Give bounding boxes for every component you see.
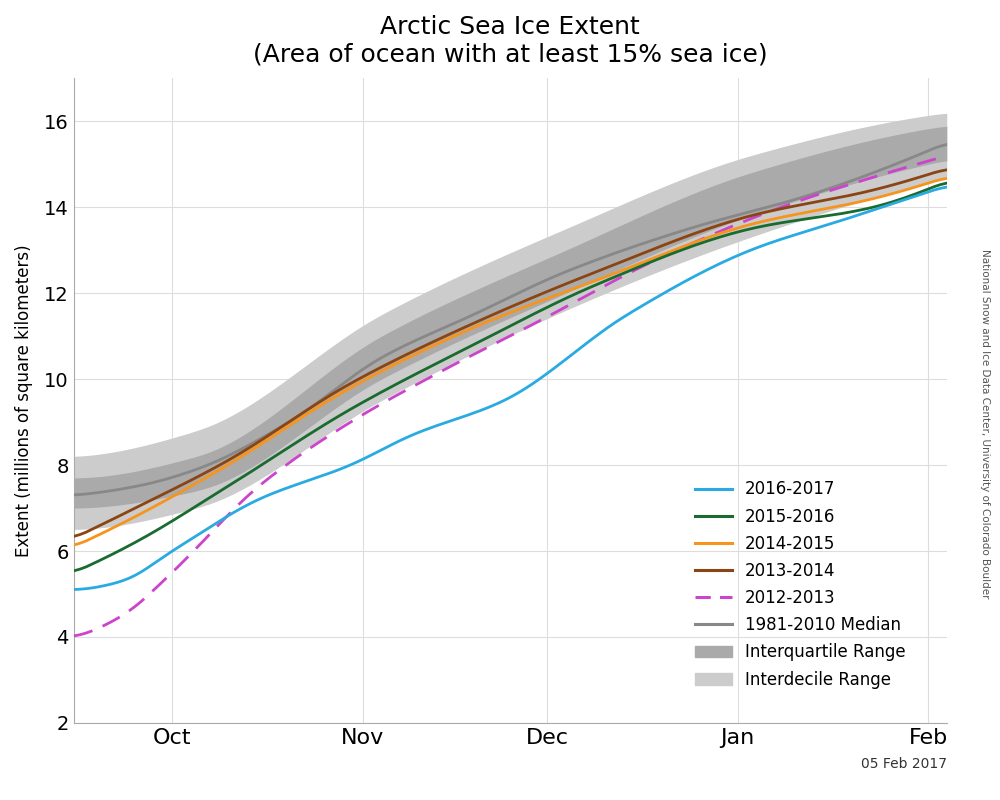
Text: 05 Feb 2017: 05 Feb 2017: [861, 757, 947, 771]
Y-axis label: Extent (millions of square kilometers): Extent (millions of square kilometers): [15, 244, 33, 557]
Text: National Snow and Ice Data Center, University of Colorado Boulder: National Snow and Ice Data Center, Unive…: [980, 250, 990, 598]
Legend: 2016-2017, 2015-2016, 2014-2015, 2013-2014, 2012-2013, 1981-2010 Median, Interqu: 2016-2017, 2015-2016, 2014-2015, 2013-20…: [688, 474, 912, 695]
Title: Arctic Sea Ice Extent
(Area of ocean with at least 15% sea ice): Arctic Sea Ice Extent (Area of ocean wit…: [253, 15, 768, 66]
